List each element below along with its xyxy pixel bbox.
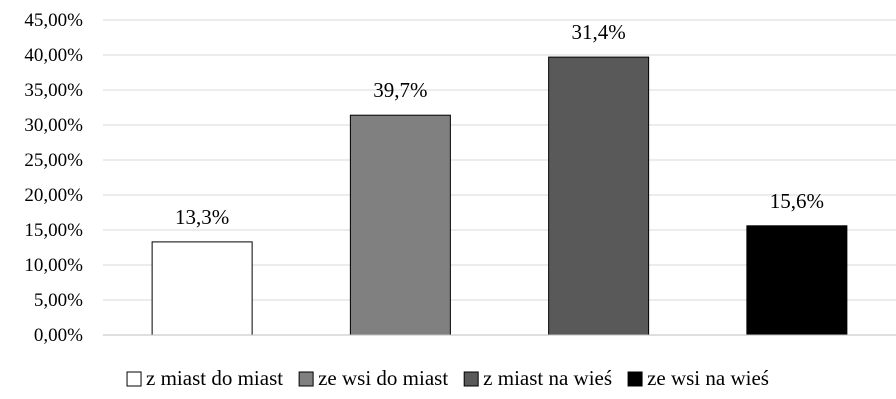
y-tick-label: 35,00%: [24, 80, 83, 101]
legend-label: z miast na wieś: [483, 366, 612, 390]
bar: [548, 56, 650, 336]
legend: z miast do miast ze wsi do miast z miast n…: [126, 366, 769, 390]
bar: [746, 225, 848, 336]
data-label: 31,4%: [572, 20, 626, 44]
legend-item: ze wsi do miast: [298, 366, 448, 390]
y-tick-label: 45,00%: [24, 10, 83, 31]
legend-label: ze wsi na wieś: [647, 366, 769, 390]
legend-item: z miast na wieś: [463, 366, 612, 390]
legend-swatch: [298, 371, 314, 387]
y-tick-label: 20,00%: [24, 185, 83, 206]
data-labels: 13,3% 39,7% 31,4% 15,6%: [175, 20, 824, 229]
legend-item: ze wsi na wieś: [627, 366, 769, 390]
legend-swatch: [627, 371, 643, 387]
data-label: 15,6%: [770, 189, 824, 213]
legend-swatch: [126, 371, 142, 387]
data-label: 13,3%: [175, 205, 229, 229]
y-axis-tick-labels: 0,00% 5,00% 10,00% 15,00% 20,00% 25,00% 30,00%…: [24, 10, 83, 346]
bar: [349, 114, 451, 336]
y-tick-label: 30,00%: [24, 115, 83, 136]
data-label: 39,7%: [373, 78, 427, 102]
legend-label: ze wsi do miast: [318, 366, 448, 390]
legend-swatch: [463, 371, 479, 387]
y-tick-label: 10,00%: [24, 255, 83, 276]
legend-item: z miast do miast: [126, 366, 283, 390]
y-tick-label: 15,00%: [24, 220, 83, 241]
y-tick-label: 5,00%: [34, 290, 83, 311]
y-tick-label: 40,00%: [24, 45, 83, 66]
y-tick-label: 25,00%: [24, 150, 83, 171]
legend-label: z miast do miast: [146, 366, 283, 390]
y-tick-label: 0,00%: [34, 325, 83, 346]
bar: [151, 241, 253, 336]
bars: [151, 56, 848, 336]
